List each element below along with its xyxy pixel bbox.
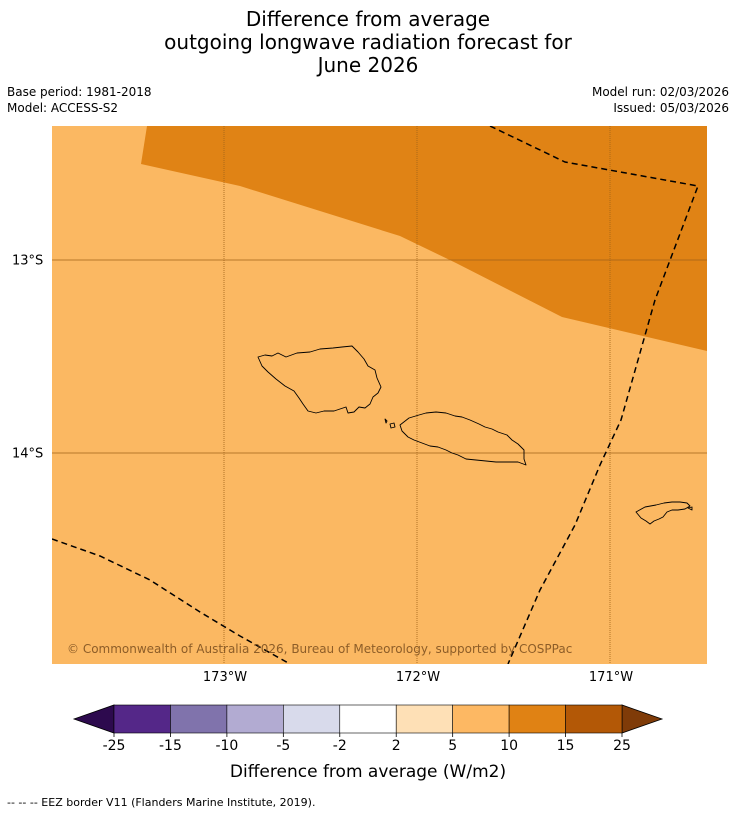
coastlines: [257, 345, 693, 525]
colorbar-ticks: -25 -15 -10 -5 -2 2 5 10 15 25: [103, 733, 631, 754]
colorbar-tick-label: -2: [333, 738, 347, 754]
colorbar: -25 -15 -10 -5 -2 2 5 10 15 25: [72, 704, 664, 754]
colorbar-cell--10-to--5: [226, 704, 284, 734]
colorbar-tick-label: 25: [613, 738, 631, 754]
eez-footnote: -- -- -- EEZ border V11 (Flanders Marine…: [7, 796, 316, 809]
eez-border-east: [489, 126, 700, 664]
colorbar-extend-low: [72, 704, 115, 734]
manono-island-outline: [384, 418, 388, 424]
model-name: Model: ACCESS-S2: [7, 101, 119, 115]
colorbar-cell--25-to--15: [113, 704, 171, 734]
base-period: Base period: 1981-2018: [7, 85, 152, 99]
tutuila-island-outline: [635, 501, 691, 525]
upolu-island-outline: [399, 411, 527, 466]
eez-borders: [52, 126, 700, 664]
lon-label-172w: 172°W: [395, 670, 441, 685]
colorbar-cells: [113, 704, 623, 734]
colorbar-cell--2-to-2: [339, 704, 397, 734]
colorbar-label: Difference from average (W/m2): [229, 762, 507, 782]
colorbar-tick-label: 15: [557, 738, 575, 754]
colorbar-cell-2-to-5: [395, 704, 453, 734]
apolima-island-outline: [389, 422, 396, 429]
colorbar-cell-5-to-10: [452, 704, 510, 734]
lat-label-14s: 14°S: [12, 446, 44, 462]
colorbar-tick-label: 5: [448, 738, 457, 754]
colorbar-tick-label: -10: [215, 738, 238, 754]
title-line-2: outgoing longwave radiation forecast for: [164, 30, 572, 54]
colorbar-tick-label: 2: [392, 738, 401, 754]
colorbar-cell--5-to--2: [283, 704, 341, 734]
colorbar-tick-label: -5: [276, 738, 290, 754]
meta-right: Model run: 02/03/2026 Issued: 05/03/2026: [592, 84, 729, 116]
colorbar-cell-15-to-25: [565, 704, 623, 734]
model-run: Model run: 02/03/2026: [591, 85, 729, 99]
colorbar-cell-10-to-15: [508, 704, 566, 734]
anomaly-region-10-15: [141, 126, 707, 351]
savaii-island-outline: [257, 345, 382, 414]
colorbar-extend-high: [621, 704, 664, 734]
graticule: [52, 126, 707, 664]
title-line-3: June 2026: [317, 53, 419, 77]
title-line-1: Difference from average: [245, 7, 491, 31]
chart-title: Difference from average outgoing longwav…: [0, 8, 736, 77]
lon-label-173w: 173°W: [202, 670, 248, 685]
lon-label-171w: 171°W: [588, 670, 634, 685]
colorbar-tick-label: -25: [103, 738, 126, 754]
meta-left: Base period: 1981-2018 Model: ACCESS-S2: [7, 84, 152, 116]
aunuu-island-outline: [687, 506, 693, 511]
colorbar-tick-label: -15: [159, 738, 182, 754]
copyright-notice: © Commonwealth of Australia 2026, Bureau…: [67, 642, 572, 656]
issued-date: Issued: 05/03/2026: [613, 101, 729, 115]
colorbar-tick-label: 10: [500, 738, 518, 754]
lat-label-13s: 13°S: [12, 253, 44, 269]
colorbar-cell--15-to--10: [170, 704, 228, 734]
eez-border-southwest: [52, 538, 291, 664]
map-area: © Commonwealth of Australia 2026, Bureau…: [52, 126, 707, 664]
